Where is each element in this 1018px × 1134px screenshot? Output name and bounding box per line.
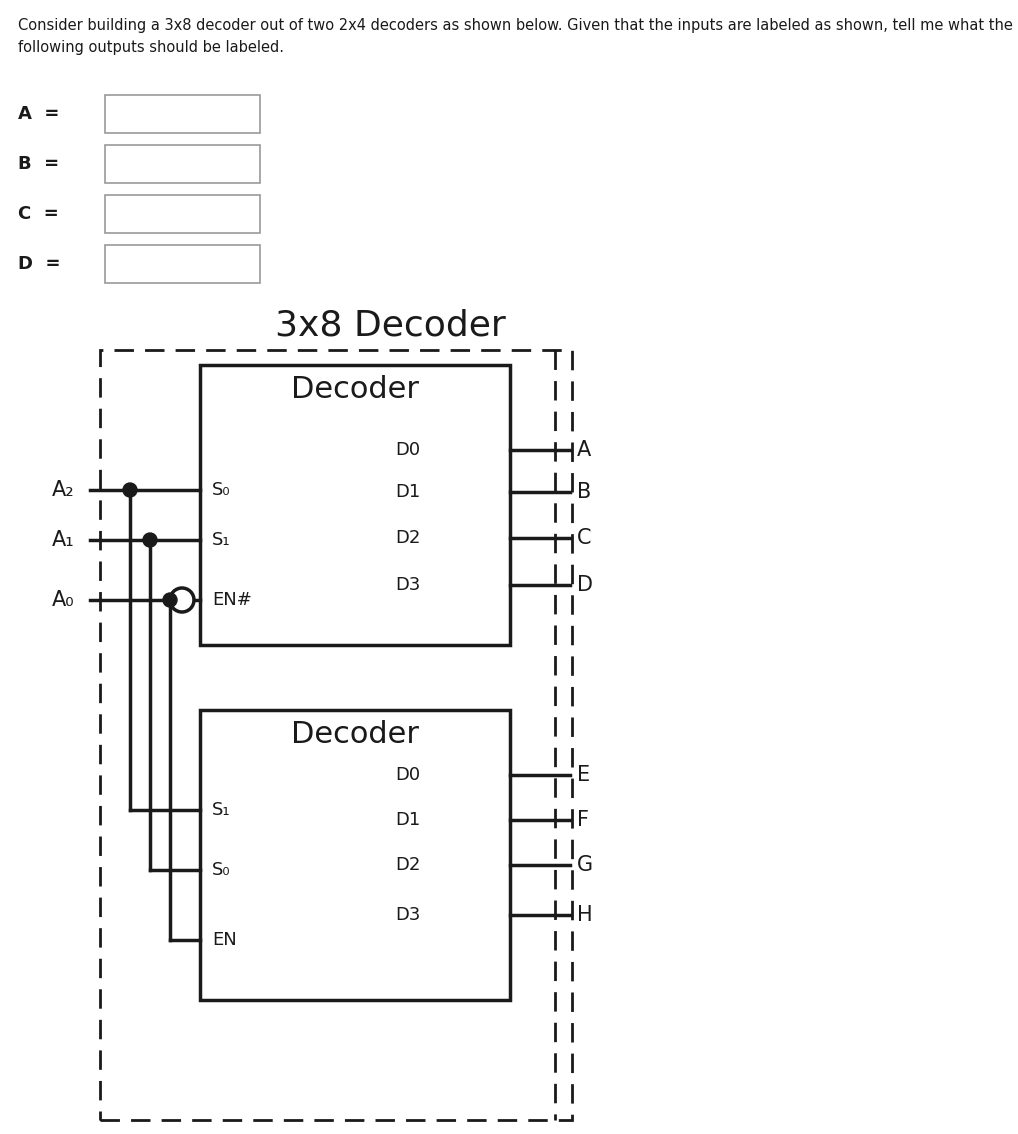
Text: Decoder: Decoder [291,375,419,404]
Text: D0: D0 [395,765,420,784]
Text: G: G [577,855,593,875]
Text: S₀: S₀ [212,481,231,499]
Text: D  =: D = [18,255,60,273]
Text: D3: D3 [395,576,420,594]
Text: C  =: C = [18,205,59,223]
Text: S₁: S₁ [212,531,231,549]
Text: B  =: B = [18,155,59,174]
Text: S₀: S₀ [212,861,231,879]
Text: D2: D2 [395,528,420,547]
Circle shape [123,483,137,497]
Bar [200,365,510,645]
Text: EN: EN [212,931,237,949]
Text: A: A [577,440,591,460]
Text: S₁: S₁ [212,801,231,819]
Bar [200,710,510,1000]
Text: EN#: EN# [212,591,251,609]
Text: D1: D1 [395,811,420,829]
Text: D: D [577,575,593,595]
Text: A₁: A₁ [52,530,74,550]
Text: D0: D0 [395,441,420,459]
Bar [105,145,260,183]
Text: E: E [577,765,590,785]
Bar [105,195,260,232]
Text: A  =: A = [18,105,59,122]
Text: 3x8 Decoder: 3x8 Decoder [275,308,505,342]
Text: F: F [577,810,589,830]
Text: B: B [577,482,591,502]
Text: A₀: A₀ [52,590,74,610]
Circle shape [163,593,177,607]
Text: A₂: A₂ [52,480,74,500]
Text: C: C [577,528,591,548]
Text: D2: D2 [395,856,420,874]
Text: D1: D1 [395,483,420,501]
Text: H: H [577,905,592,925]
Circle shape [143,533,157,547]
Bar [100,350,572,1120]
Text: Decoder: Decoder [291,720,419,748]
Bar [105,95,260,133]
Text: Consider building a 3x8 decoder out of two 2x4 decoders as shown below. Given th: Consider building a 3x8 decoder out of t… [18,18,1013,56]
Text: D3: D3 [395,906,420,924]
Bar [105,245,260,284]
